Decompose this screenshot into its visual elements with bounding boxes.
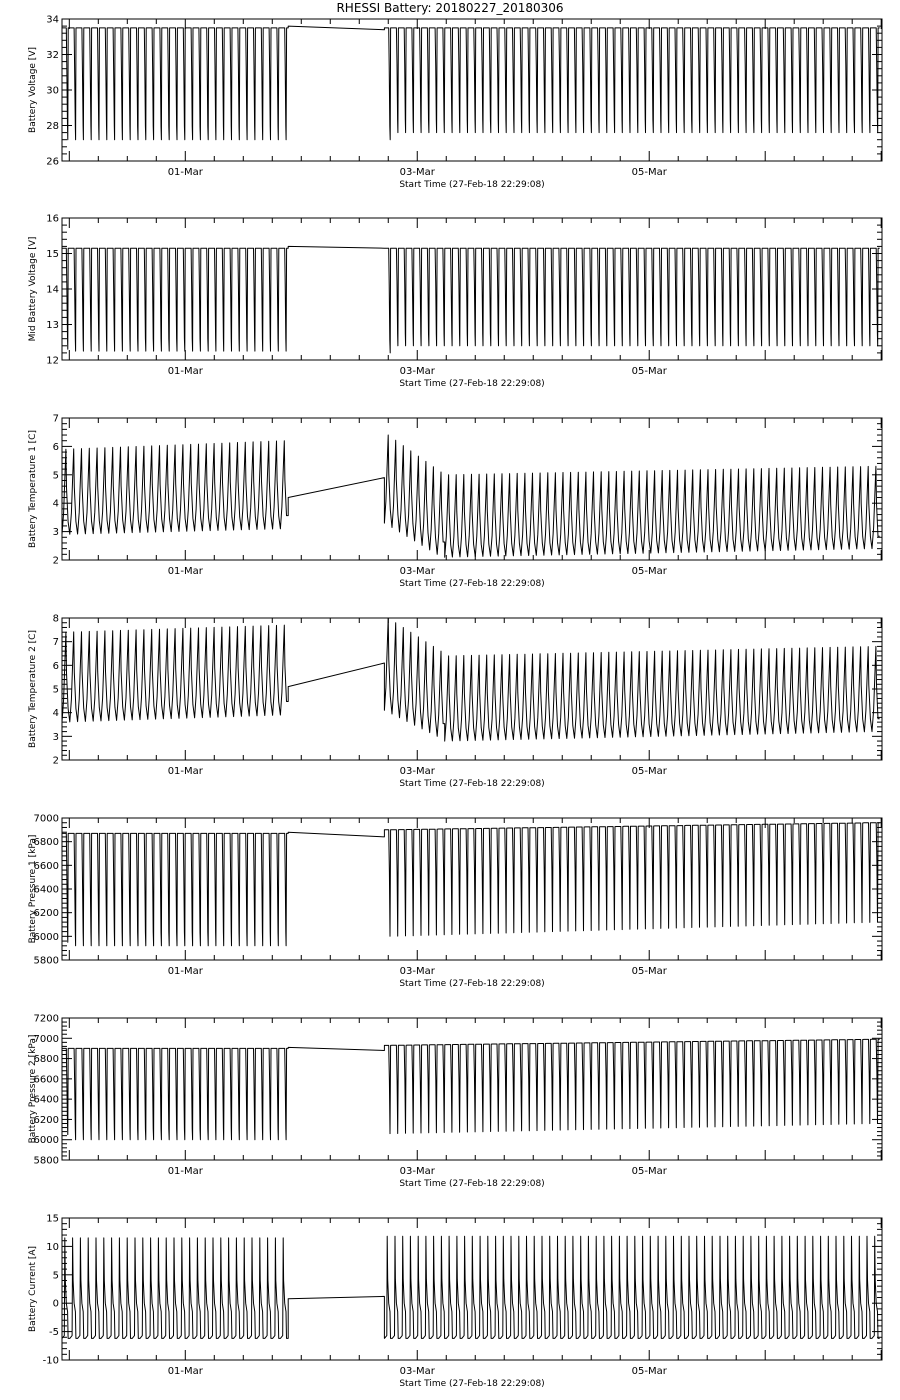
y-tick-label: 6000 bbox=[34, 1135, 59, 1146]
plot-frame bbox=[61, 1217, 883, 1361]
y-tick-label: 6200 bbox=[34, 1115, 59, 1126]
series-line-1 bbox=[62, 25, 880, 141]
y-tick-label: 2 bbox=[53, 556, 59, 567]
y-tick-label: 6800 bbox=[34, 1054, 59, 1065]
y-axis-label: Battery Temperature 1 [C] bbox=[28, 430, 38, 548]
y-tick-label: 2 bbox=[53, 756, 59, 767]
x-axis-label: Start Time (27-Feb-18 22:29:08) bbox=[399, 979, 544, 989]
y-tick-label: 6600 bbox=[34, 1074, 59, 1085]
y-tick-label: 28 bbox=[46, 121, 59, 132]
y-tick-label: 16 bbox=[46, 214, 59, 225]
panel-2: 12 13 14 15 16 01-Mar 03-Mar 05-Mar Start Time (… bbox=[28, 214, 883, 389]
panel-7: -10 -5 0 5 10 15 01-Mar 03-Mar 05-Mar Start Time … bbox=[28, 1214, 883, 1389]
y-tick-label: 7000 bbox=[34, 1034, 59, 1045]
x-tick-label: 05-Mar bbox=[632, 766, 668, 777]
y-tick-label: 5 bbox=[53, 470, 59, 481]
x-tick-label: 01-Mar bbox=[168, 766, 204, 777]
y-axis-label: Battery Voltage [V] bbox=[28, 47, 38, 133]
x-tick-label: 05-Mar bbox=[632, 566, 668, 577]
x-tick-label: 03-Mar bbox=[400, 766, 436, 777]
y-tick-label: 6 bbox=[53, 442, 59, 453]
y-axis-label: Battery Temperature 2 [C] bbox=[28, 630, 38, 748]
x-tick-label: 01-Mar bbox=[168, 1166, 204, 1177]
y-axis-label: Mid Battery Voltage [V] bbox=[28, 237, 38, 342]
y-tick-label: 6200 bbox=[34, 908, 59, 919]
x-tick-label: 01-Mar bbox=[168, 366, 204, 377]
panel-6: 5800 6000 6200 6400 6600 6800 7000 7200 01-Mar 03… bbox=[28, 1014, 883, 1189]
x-tick-label: 01-Mar bbox=[168, 566, 204, 577]
x-axis-label: Start Time (27-Feb-18 22:29:08) bbox=[399, 1179, 544, 1189]
plot-frame bbox=[61, 1017, 883, 1161]
y-tick-label: 7000 bbox=[34, 814, 59, 825]
y-tick-label: 6400 bbox=[34, 885, 59, 896]
y-tick-label: 6800 bbox=[34, 837, 59, 848]
y-tick-label: -5 bbox=[49, 1327, 59, 1338]
x-tick-label: 01-Mar bbox=[168, 1366, 204, 1377]
x-tick-label: 05-Mar bbox=[632, 167, 668, 178]
y-tick-label: 0 bbox=[53, 1299, 59, 1310]
y-tick-label: 3 bbox=[53, 527, 59, 538]
y-tick-label: 15 bbox=[46, 1214, 59, 1225]
x-tick-label: 03-Mar bbox=[400, 1166, 436, 1177]
y-tick-label: 6600 bbox=[34, 861, 59, 872]
y-tick-label: 7 bbox=[53, 637, 59, 648]
x-tick-label: 01-Mar bbox=[168, 167, 204, 178]
x-axis-label: Start Time (27-Feb-18 22:29:08) bbox=[399, 180, 544, 190]
y-tick-label: 4 bbox=[53, 708, 59, 719]
y-tick-label: 5 bbox=[53, 1270, 59, 1281]
x-axis-label: Start Time (27-Feb-18 22:29:08) bbox=[399, 379, 544, 389]
y-tick-label: 4 bbox=[53, 499, 59, 510]
y-tick-label: 10 bbox=[46, 1242, 59, 1253]
plot-frame bbox=[61, 417, 883, 561]
y-tick-label: 6 bbox=[53, 661, 59, 672]
series-line-1 bbox=[61, 434, 880, 558]
series-line-1 bbox=[62, 822, 880, 947]
y-tick-label: 30 bbox=[46, 86, 59, 97]
y-tick-label: 5 bbox=[53, 685, 59, 696]
series-line-1 bbox=[62, 1038, 880, 1141]
x-tick-label: 05-Mar bbox=[632, 1166, 668, 1177]
x-tick-label: 03-Mar bbox=[400, 1366, 436, 1377]
x-tick-label: 05-Mar bbox=[632, 1366, 668, 1377]
x-tick-label: 03-Mar bbox=[400, 366, 436, 377]
y-axis-label: Battery Current [A] bbox=[28, 1246, 38, 1332]
y-axis-label: Battery Pressure 1 [kPa] bbox=[28, 835, 38, 944]
y-tick-label: 7200 bbox=[34, 1014, 59, 1025]
y-tick-label: 8 bbox=[53, 614, 59, 625]
y-tick-label: 3 bbox=[53, 732, 59, 743]
x-tick-label: 05-Mar bbox=[632, 366, 668, 377]
y-tick-label: -10 bbox=[43, 1356, 59, 1367]
x-axis-label: Start Time (27-Feb-18 22:29:08) bbox=[399, 1379, 544, 1389]
x-axis-label: Start Time (27-Feb-18 22:29:08) bbox=[399, 579, 544, 589]
y-tick-label: 32 bbox=[46, 50, 59, 61]
series-line-1 bbox=[62, 245, 880, 354]
panel-1: 26 28 30 32 34 01-Mar 03-Mar 05-Mar Start Time (… bbox=[28, 15, 883, 190]
x-tick-label: 03-Mar bbox=[400, 566, 436, 577]
y-tick-label: 6400 bbox=[34, 1095, 59, 1106]
series-line-1 bbox=[61, 617, 880, 742]
x-tick-label: 05-Mar bbox=[632, 966, 668, 977]
y-tick-label: 13 bbox=[46, 320, 59, 331]
figure-title: RHESSI Battery: 20180227_20180306 bbox=[336, 1, 563, 15]
y-tick-label: 7 bbox=[53, 414, 59, 425]
y-tick-label: 26 bbox=[46, 157, 59, 168]
x-axis-label: Start Time (27-Feb-18 22:29:08) bbox=[399, 779, 544, 789]
panel-5: 5800 6000 6200 6400 6600 6800 7000 01-Mar 03-Mar… bbox=[28, 814, 883, 989]
x-tick-label: 03-Mar bbox=[400, 167, 436, 178]
panel-3: 2 3 4 5 6 7 01-Mar 03-Mar 05-Mar Start Time (27-F… bbox=[28, 414, 883, 589]
series-line-1 bbox=[61, 1235, 880, 1339]
y-tick-label: 14 bbox=[46, 285, 59, 296]
y-tick-label: 5800 bbox=[34, 1156, 59, 1167]
panel-4: 2 3 4 5 6 7 8 01-Mar 03-Mar 05-Mar Start Time (27-… bbox=[28, 614, 883, 789]
x-tick-label: 03-Mar bbox=[400, 966, 436, 977]
y-tick-label: 6000 bbox=[34, 932, 59, 943]
y-axis-label: Battery Pressure 2 [kPa] bbox=[28, 1035, 38, 1144]
y-tick-label: 12 bbox=[46, 356, 59, 367]
y-tick-label: 15 bbox=[46, 249, 59, 260]
y-tick-label: 5800 bbox=[34, 956, 59, 967]
y-tick-label: 34 bbox=[46, 15, 59, 26]
x-tick-label: 01-Mar bbox=[168, 966, 204, 977]
